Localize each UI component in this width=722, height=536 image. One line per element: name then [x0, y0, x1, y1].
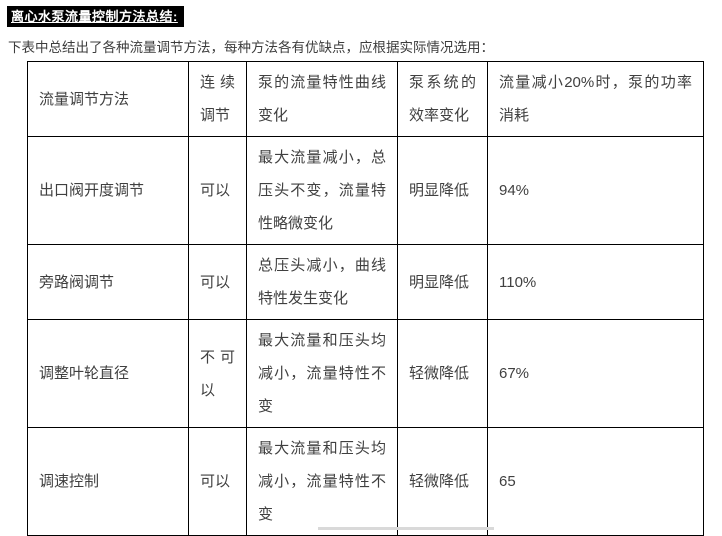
partial-element-bar [318, 527, 494, 530]
cell-method: 旁路阀调节 [27, 244, 189, 320]
cell-efficiency: 明显降低 [397, 136, 488, 245]
header-power-consumption: 流量减小20%时，泵的功率消耗 [487, 61, 704, 137]
header-curve-change: 泵的流量特性曲线变化 [246, 61, 398, 137]
cell-efficiency: 轻微降低 [397, 427, 488, 536]
table-row: 调速控制 可以 最大流量和压头均减小，流量特性不变 轻微降低 65 [27, 427, 704, 536]
header-method: 流量调节方法 [27, 61, 189, 137]
table-header-row: 流量调节方法 连续调节 泵的流量特性曲线变化 泵系统的效率变化 流量减小20%时… [27, 61, 704, 137]
intro-text: 下表中总结出了各种流量调节方法，每种方法各有优缺点，应根据实际情况选用： [8, 40, 494, 55]
cell-continuous: 可以 [188, 427, 247, 536]
cell-continuous: 可以 [188, 244, 247, 320]
cell-curve: 总压头减小，曲线特性发生变化 [246, 244, 398, 320]
page-title: 离心水泵流量控制方法总结: [7, 6, 184, 27]
cell-curve: 最大流量和压头均减小，流量特性不变 [246, 319, 398, 428]
cell-curve: 最大流量减小，总压头不变，流量特性略微变化 [246, 136, 398, 245]
flow-control-summary-table: 流量调节方法 连续调节 泵的流量特性曲线变化 泵系统的效率变化 流量减小20%时… [27, 61, 704, 536]
header-efficiency-change: 泵系统的效率变化 [397, 61, 488, 137]
cell-power: 110% [487, 244, 704, 320]
cell-method: 出口阀开度调节 [27, 136, 189, 245]
cell-continuous: 可以 [188, 136, 247, 245]
cell-continuous: 不可以 [188, 319, 247, 428]
header-continuous-adjust: 连续调节 [188, 61, 247, 137]
cell-efficiency: 明显降低 [397, 244, 488, 320]
cell-power: 67% [487, 319, 704, 428]
cell-efficiency: 轻微降低 [397, 319, 488, 428]
cell-power: 94% [487, 136, 704, 245]
table-row: 出口阀开度调节 可以 最大流量减小，总压头不变，流量特性略微变化 明显降低 94… [27, 136, 704, 245]
cell-curve: 最大流量和压头均减小，流量特性不变 [246, 427, 398, 536]
table-row: 调整叶轮直径 不可以 最大流量和压头均减小，流量特性不变 轻微降低 67% [27, 319, 704, 428]
cell-power: 65 [487, 427, 704, 536]
table-row: 旁路阀调节 可以 总压头减小，曲线特性发生变化 明显降低 110% [27, 244, 704, 320]
cell-method: 调整叶轮直径 [27, 319, 189, 428]
cell-method: 调速控制 [27, 427, 189, 536]
